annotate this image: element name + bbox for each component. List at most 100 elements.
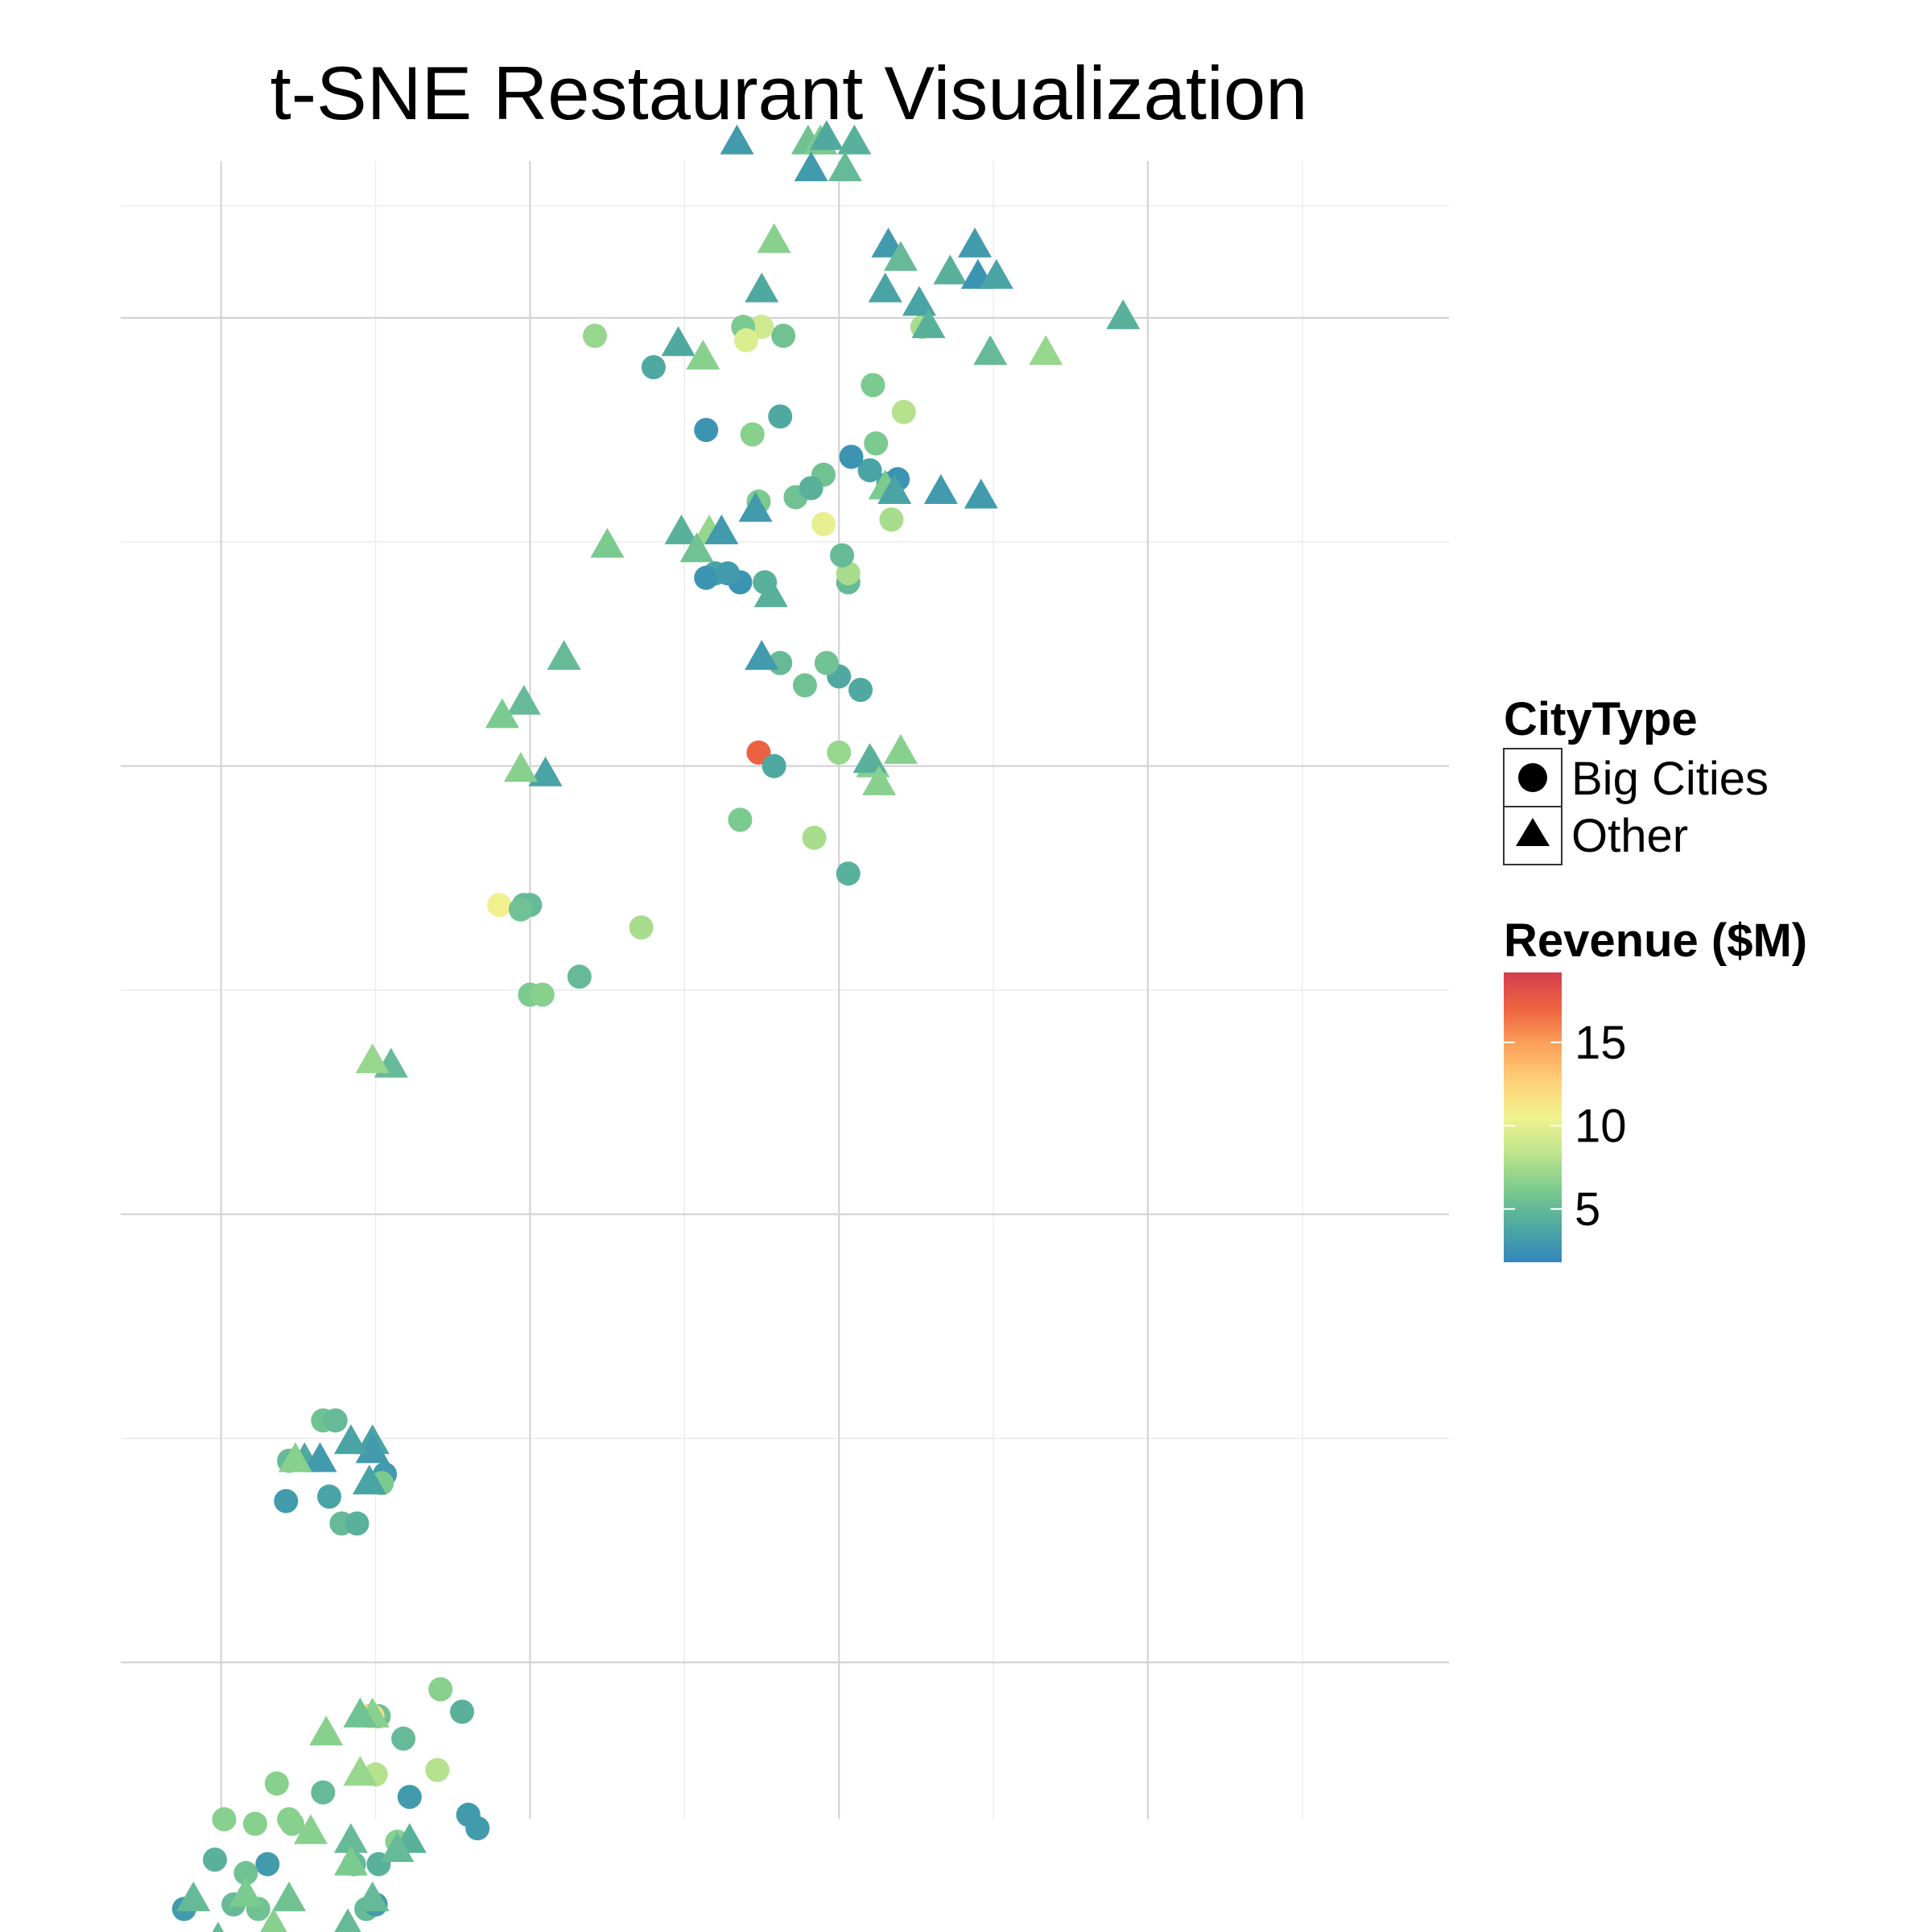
point-big-cities	[799, 476, 824, 501]
point-big-cities	[317, 1484, 341, 1509]
point-other	[923, 474, 958, 504]
point-big-cities	[768, 404, 793, 429]
point-other	[828, 151, 862, 182]
point-other	[528, 756, 563, 786]
grid-major	[121, 161, 1449, 1819]
point-other	[278, 1442, 312, 1472]
point-big-cities	[428, 1677, 453, 1702]
circle-legend-icon	[1518, 763, 1547, 792]
point-other	[547, 640, 581, 670]
point-other	[979, 258, 1013, 289]
point-other	[753, 577, 788, 608]
point-other	[212, 1922, 225, 1932]
point-big-cities	[728, 807, 753, 832]
point-big-cities	[792, 673, 817, 698]
point-other	[590, 527, 625, 558]
point-big-cities	[311, 1780, 336, 1805]
point-big-cities	[274, 1488, 299, 1513]
grid-minor	[121, 161, 1449, 1819]
point-other	[877, 474, 912, 504]
point-big-cities	[629, 915, 654, 940]
point-big-cities	[716, 561, 740, 586]
point-other	[973, 335, 1008, 365]
point-big-cities	[836, 861, 861, 886]
point-other	[380, 1832, 415, 1862]
point-big-cities	[740, 422, 765, 447]
point-big-cities	[242, 1811, 267, 1836]
point-big-cities	[771, 324, 796, 349]
plot-panel	[121, 120, 1449, 1932]
point-big-cities	[891, 399, 916, 424]
point-big-cities	[694, 418, 719, 443]
point-big-cities	[203, 1847, 227, 1872]
point-big-cities	[487, 893, 512, 918]
point-big-cities	[450, 1699, 474, 1724]
triangle-legend-icon	[1516, 818, 1550, 846]
point-other	[958, 227, 992, 258]
point-other	[738, 492, 773, 522]
point-big-cities	[641, 355, 666, 380]
point-other	[704, 514, 739, 545]
point-other	[229, 1876, 263, 1907]
point-other	[933, 254, 968, 285]
citytype-legend-title: CityType	[1504, 693, 1698, 745]
point-big-cities	[212, 1807, 237, 1831]
point-big-cities	[839, 444, 864, 469]
point-other	[852, 743, 887, 774]
point-big-cities	[830, 543, 854, 568]
point-big-cities	[802, 825, 827, 850]
point-other	[964, 478, 998, 509]
point-big-cities	[233, 1860, 258, 1885]
point-other	[902, 286, 936, 316]
point-other	[503, 752, 538, 782]
point-other	[911, 308, 946, 338]
point-big-cities	[827, 740, 852, 765]
point-other	[862, 765, 896, 795]
point-other	[745, 640, 779, 670]
point-other	[355, 1433, 390, 1463]
point-other	[355, 1881, 390, 1912]
point-other	[837, 124, 872, 155]
point-other	[309, 1715, 344, 1746]
point-big-cities	[583, 324, 607, 349]
point-other	[809, 120, 844, 151]
point-big-cities	[879, 507, 904, 532]
point-big-cities	[857, 458, 882, 483]
point-other	[333, 1845, 368, 1876]
chart-title: t-SNE Restaurant Visualization	[270, 51, 1308, 135]
point-other	[303, 1442, 337, 1472]
point-other	[294, 1814, 328, 1844]
point-big-cities	[762, 753, 786, 778]
point-other	[664, 514, 699, 545]
colorbar-ticks: 5 10 15	[1504, 1017, 1627, 1236]
point-other	[686, 340, 720, 369]
point-other	[343, 1697, 378, 1728]
point-big-cities	[811, 512, 836, 536]
point-other	[333, 1823, 368, 1853]
point-other	[883, 241, 918, 271]
point-big-cities	[567, 964, 592, 989]
legend-label-other: Other	[1571, 810, 1688, 862]
point-big-cities	[864, 431, 889, 456]
point-big-cities	[734, 328, 758, 353]
point-big-cities	[280, 1811, 304, 1836]
point-other	[883, 733, 918, 764]
point-big-cities	[391, 1726, 416, 1751]
point-big-cities	[508, 897, 533, 922]
legend: CityType Big Cities Other Revenue ($M) 5…	[1503, 693, 1807, 1262]
point-big-cities	[530, 982, 555, 1007]
points-layer	[171, 120, 1141, 1932]
point-other	[176, 1881, 211, 1912]
point-other	[333, 1424, 368, 1455]
point-other	[679, 532, 714, 563]
point-other	[1029, 335, 1063, 365]
point-other	[506, 684, 541, 715]
point-big-cities	[861, 373, 886, 398]
point-other	[352, 1464, 386, 1495]
revenue-legend: Revenue ($M) 5 10 15	[1504, 914, 1807, 1262]
point-other	[272, 1881, 307, 1912]
point-other	[757, 223, 791, 254]
point-other	[1106, 299, 1141, 329]
revenue-colorbar	[1504, 972, 1562, 1262]
